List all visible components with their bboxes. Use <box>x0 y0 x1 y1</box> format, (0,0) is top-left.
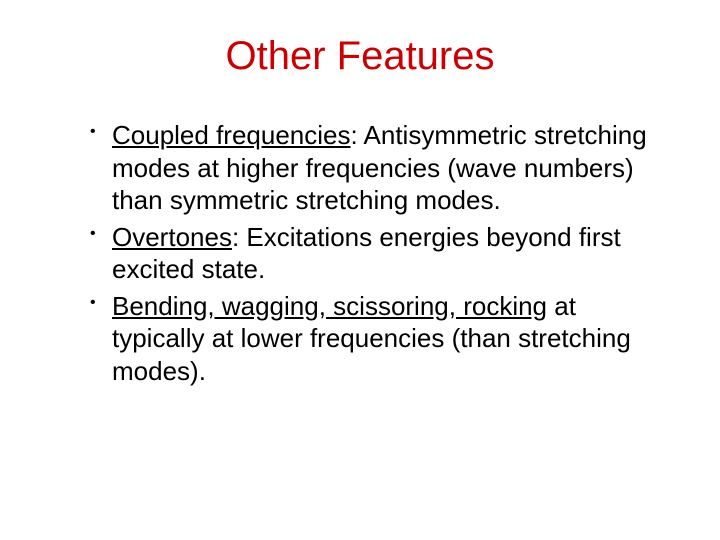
bullet-list: Coupled frequencies: Antisymmetric stret… <box>50 119 670 387</box>
bullet-lead: Overtones <box>112 222 232 252</box>
bullet-lead: Coupled frequencies <box>112 120 351 150</box>
list-item: Bending, wagging, scissoring, rocking at… <box>90 290 670 388</box>
list-item: Overtones: Excitations energies beyond f… <box>90 221 670 286</box>
slide-title: Other Features <box>50 34 670 79</box>
list-item: Coupled frequencies: Antisymmetric stret… <box>90 119 670 217</box>
bullet-lead: Bending, wagging, scissoring, rocking <box>112 291 547 321</box>
slide: Other Features Coupled frequencies: Anti… <box>0 0 720 540</box>
